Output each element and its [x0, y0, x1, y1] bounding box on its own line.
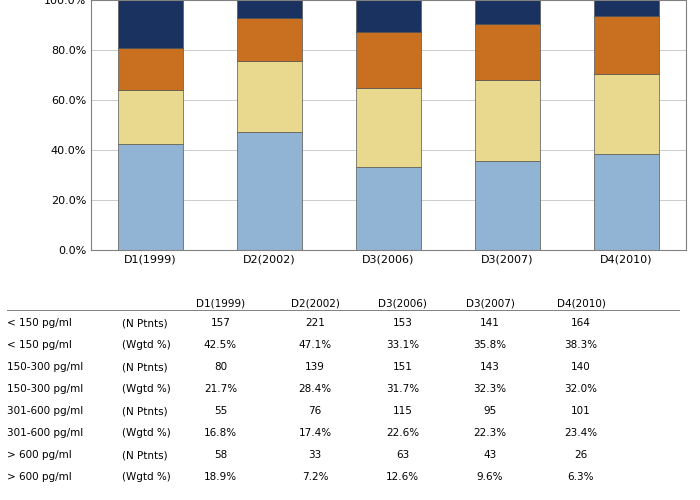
Text: (Wgtd %): (Wgtd %) [122, 472, 172, 482]
Bar [237, 18, 302, 61]
Text: 18.9%: 18.9% [204, 472, 237, 482]
Bar [118, 0, 183, 48]
Bar [594, 74, 659, 154]
Text: 6.3%: 6.3% [568, 472, 594, 482]
Text: 9.6%: 9.6% [477, 472, 503, 482]
Bar [475, 24, 540, 80]
Bar [118, 144, 183, 250]
Bar [118, 48, 183, 90]
Text: 22.3%: 22.3% [473, 428, 507, 438]
Text: 140: 140 [571, 362, 591, 372]
Bar [356, 32, 421, 88]
Text: D1(1999): D1(1999) [196, 298, 245, 308]
Text: 55: 55 [214, 406, 227, 416]
Text: 17.4%: 17.4% [298, 428, 332, 438]
Bar [475, 80, 540, 160]
Text: < 150 pg/ml: < 150 pg/ml [7, 340, 72, 350]
Text: 42.5%: 42.5% [204, 340, 237, 350]
Bar [118, 90, 183, 144]
Bar [237, 132, 302, 250]
Text: (N Ptnts): (N Ptnts) [122, 318, 168, 328]
Bar [475, 0, 540, 24]
Text: 95: 95 [484, 406, 496, 416]
Text: (N Ptnts): (N Ptnts) [122, 406, 168, 416]
Text: 47.1%: 47.1% [298, 340, 332, 350]
Text: 151: 151 [393, 362, 412, 372]
Text: 150-300 pg/ml: 150-300 pg/ml [7, 362, 83, 372]
Text: 12.6%: 12.6% [386, 472, 419, 482]
Bar [594, 0, 659, 16]
Bar [475, 160, 540, 250]
Text: 23.4%: 23.4% [564, 428, 598, 438]
Text: 221: 221 [305, 318, 325, 328]
Text: 38.3%: 38.3% [564, 340, 598, 350]
Text: 22.6%: 22.6% [386, 428, 419, 438]
Bar [356, 0, 421, 32]
Text: 164: 164 [571, 318, 591, 328]
Bar [356, 88, 421, 167]
Bar [356, 167, 421, 250]
Bar [237, 61, 302, 132]
Text: 32.3%: 32.3% [473, 384, 507, 394]
Text: 80: 80 [214, 362, 227, 372]
Text: 31.7%: 31.7% [386, 384, 419, 394]
Text: D4(2010): D4(2010) [556, 298, 606, 308]
Text: 101: 101 [571, 406, 591, 416]
Text: (N Ptnts): (N Ptnts) [122, 450, 168, 460]
Text: < 150 pg/ml: < 150 pg/ml [7, 318, 72, 328]
Text: 7.2%: 7.2% [302, 472, 328, 482]
Text: 21.7%: 21.7% [204, 384, 237, 394]
Text: 141: 141 [480, 318, 500, 328]
Text: (Wgtd %): (Wgtd %) [122, 384, 172, 394]
Text: > 600 pg/ml: > 600 pg/ml [7, 472, 71, 482]
Text: 115: 115 [393, 406, 412, 416]
Text: (Wgtd %): (Wgtd %) [122, 340, 172, 350]
Text: > 600 pg/ml: > 600 pg/ml [7, 450, 71, 460]
Text: 28.4%: 28.4% [298, 384, 332, 394]
Text: (Wgtd %): (Wgtd %) [122, 428, 172, 438]
Text: 43: 43 [484, 450, 496, 460]
Text: 16.8%: 16.8% [204, 428, 237, 438]
Text: 58: 58 [214, 450, 227, 460]
Text: 26: 26 [575, 450, 587, 460]
Text: 33.1%: 33.1% [386, 340, 419, 350]
Bar [594, 16, 659, 74]
Bar [594, 154, 659, 250]
Text: 301-600 pg/ml: 301-600 pg/ml [7, 406, 83, 416]
Text: 63: 63 [396, 450, 409, 460]
Text: D3(2007): D3(2007) [466, 298, 514, 308]
Bar [237, 0, 302, 18]
Text: 32.0%: 32.0% [564, 384, 598, 394]
Text: 301-600 pg/ml: 301-600 pg/ml [7, 428, 83, 438]
Text: 139: 139 [305, 362, 325, 372]
Text: 150-300 pg/ml: 150-300 pg/ml [7, 384, 83, 394]
Text: 153: 153 [393, 318, 412, 328]
Text: 157: 157 [211, 318, 230, 328]
Text: 33: 33 [309, 450, 321, 460]
Text: 143: 143 [480, 362, 500, 372]
Text: (N Ptnts): (N Ptnts) [122, 362, 168, 372]
Text: 35.8%: 35.8% [473, 340, 507, 350]
Text: D3(2006): D3(2006) [378, 298, 427, 308]
Text: D2(2002): D2(2002) [290, 298, 340, 308]
Text: 76: 76 [309, 406, 321, 416]
